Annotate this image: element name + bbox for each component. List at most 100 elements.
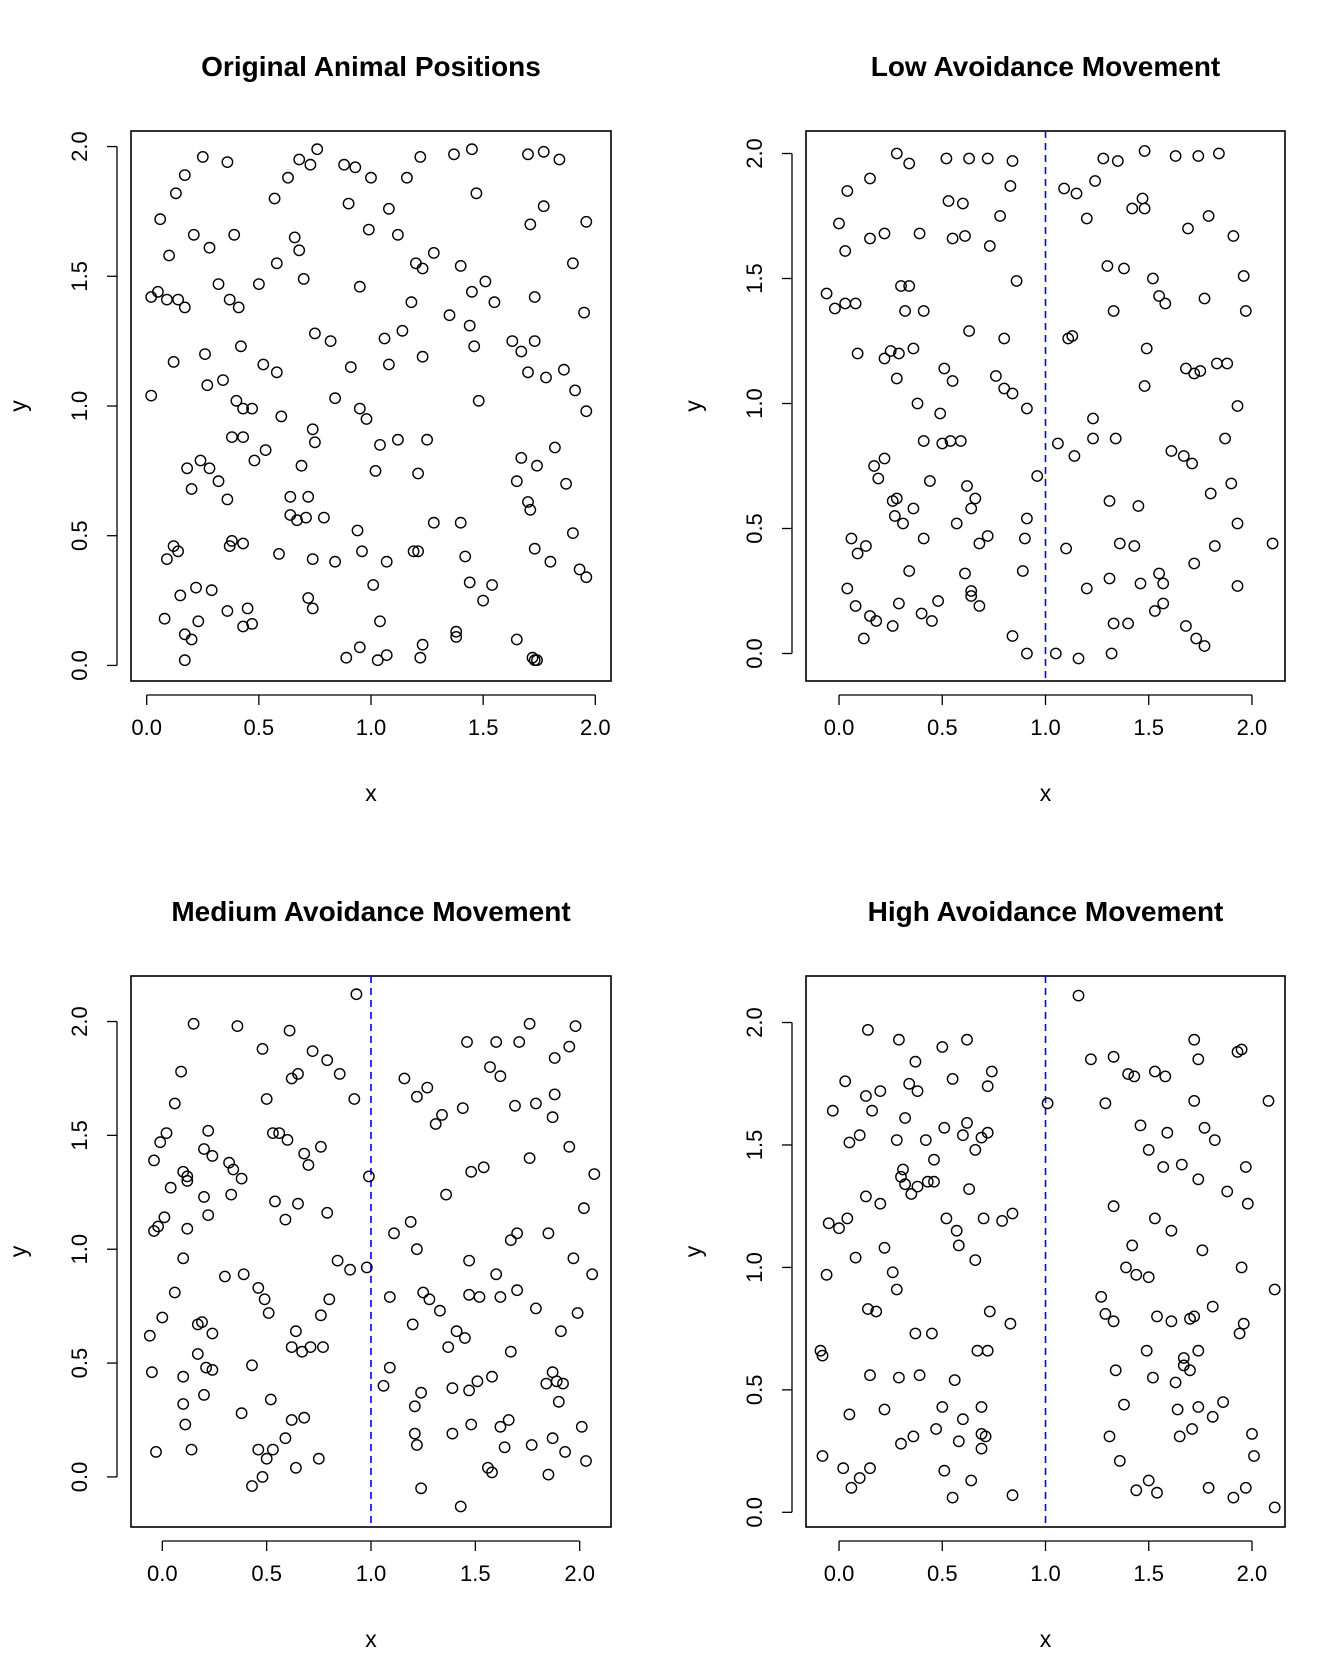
data-point: [1021, 647, 1033, 660]
data-point: [580, 1455, 592, 1467]
data-point: [567, 1252, 580, 1265]
data-point: [177, 1252, 190, 1265]
data-point: [860, 1190, 872, 1203]
data-point: [205, 584, 218, 597]
data-point: [1142, 1474, 1155, 1487]
data-point: [465, 1165, 478, 1178]
data-point: [356, 545, 368, 558]
data-point: [221, 605, 234, 617]
data-point: [382, 202, 395, 215]
data-point: [218, 1270, 231, 1283]
data-point: [298, 1147, 311, 1160]
data-point: [899, 305, 911, 317]
y-tick-label: 1.5: [67, 261, 92, 292]
data-point: [975, 1442, 988, 1455]
panel-title: Low Avoidance Movement: [871, 51, 1221, 82]
panel-low-avoidance: Low Avoidance Movement x y 0.0 0.5 1.0 1.5 2…: [680, 51, 1286, 806]
data-point: [872, 472, 885, 485]
data-point: [329, 392, 341, 405]
data-point: [1126, 202, 1139, 215]
data-point: [421, 433, 433, 446]
data-point: [374, 438, 386, 451]
y-tick-label: 1.5: [67, 1120, 92, 1151]
data-point: [843, 1408, 856, 1421]
data-point: [981, 1344, 994, 1357]
data-point: [252, 278, 265, 290]
data-point: [391, 228, 404, 241]
data-point: [172, 293, 185, 306]
data-point: [1262, 1095, 1275, 1107]
data-point: [950, 1224, 963, 1237]
data-point: [839, 297, 852, 310]
data-point: [1202, 210, 1215, 222]
data-point: [1147, 272, 1159, 285]
data-point: [1237, 1317, 1250, 1330]
panel-medium-avoidance: Medium Avoidance Movement x y 0.0 0.5 1.0 1…: [5, 896, 612, 1652]
data-point: [839, 245, 852, 257]
data-point: [329, 555, 341, 568]
data-point: [230, 394, 243, 407]
data-point: [946, 375, 959, 387]
data-point: [833, 217, 845, 230]
data-point: [383, 1291, 396, 1303]
data-point: [563, 1140, 576, 1153]
data-point: [196, 150, 209, 163]
data-point: [463, 319, 476, 332]
data-point: [864, 232, 876, 245]
data-point: [936, 1041, 949, 1053]
data-point: [241, 602, 254, 615]
data-point: [234, 340, 247, 353]
panel-high-avoidance: High Avoidance Movement x y 0.0 0.5 1.0 1.5…: [680, 896, 1286, 1652]
data-point: [586, 1268, 599, 1281]
data-point: [365, 171, 377, 184]
data-point: [1211, 357, 1223, 370]
data-point: [1190, 632, 1203, 645]
data-point: [344, 361, 357, 373]
x-tick-label: 1.5: [1133, 715, 1164, 740]
data-point: [522, 496, 534, 508]
data-point: [874, 1197, 887, 1210]
data-point: [506, 335, 519, 347]
data-point: [950, 517, 963, 530]
data-point: [569, 1020, 582, 1032]
data-point: [1132, 500, 1145, 512]
data-point: [857, 632, 870, 645]
data-point: [890, 492, 903, 505]
data-point: [1149, 1065, 1161, 1078]
data-point: [415, 1482, 427, 1495]
data-point: [194, 454, 207, 467]
data-point: [1171, 1403, 1184, 1416]
data-point: [477, 594, 489, 607]
x-tick-label: 0.5: [251, 1561, 282, 1586]
data-point: [417, 1286, 430, 1299]
data-point: [288, 231, 301, 244]
data-point: [537, 200, 550, 213]
data-point: [853, 1129, 866, 1142]
data-point: [350, 988, 363, 1001]
data-point: [911, 397, 924, 410]
data-point: [531, 459, 543, 472]
data-point: [940, 152, 953, 165]
data-point: [504, 1345, 517, 1358]
data-point: [202, 1124, 215, 1137]
y-axis-label: y: [5, 1245, 31, 1257]
data-point: [1159, 297, 1172, 310]
data-point: [1231, 517, 1244, 530]
data-point: [1157, 597, 1170, 610]
y-axis-label: y: [680, 1245, 706, 1257]
data-point: [546, 1432, 559, 1445]
data-point: [463, 1288, 475, 1301]
data-point: [293, 153, 306, 166]
data-point: [270, 366, 283, 379]
data-point: [930, 1423, 942, 1435]
data-point: [1219, 432, 1232, 445]
data-point: [884, 345, 897, 357]
data-point: [225, 535, 238, 547]
data-point: [886, 620, 899, 632]
data-point: [1021, 402, 1033, 415]
data-point: [273, 548, 285, 560]
data-point: [1192, 1344, 1205, 1357]
data-point: [820, 287, 833, 300]
data-point: [398, 1072, 411, 1085]
data-point: [246, 402, 259, 415]
